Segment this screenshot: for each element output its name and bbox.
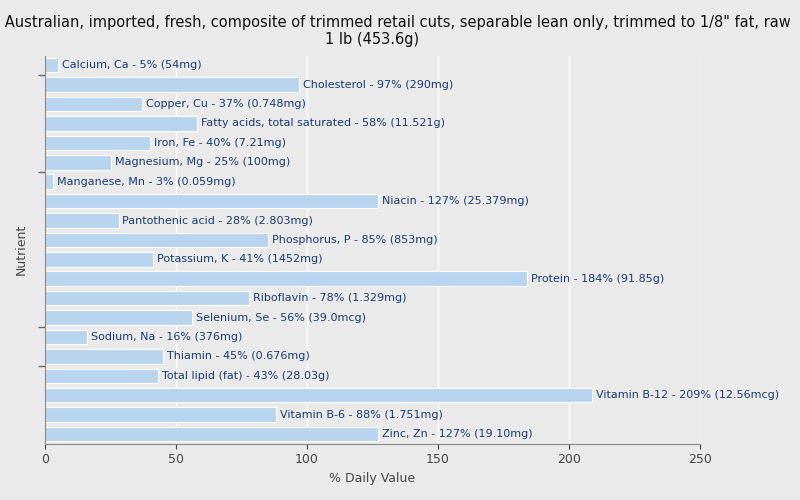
- Bar: [46, 388, 593, 402]
- Text: Vitamin B-6 - 88% (1.751mg): Vitamin B-6 - 88% (1.751mg): [279, 410, 442, 420]
- Bar: [46, 408, 276, 422]
- Text: Thiamin - 45% (0.676mg): Thiamin - 45% (0.676mg): [167, 352, 310, 362]
- Text: Niacin - 127% (25.379mg): Niacin - 127% (25.379mg): [382, 196, 529, 206]
- Text: Selenium, Se - 56% (39.0mcg): Selenium, Se - 56% (39.0mcg): [196, 312, 366, 322]
- Text: Protein - 184% (91.85g): Protein - 184% (91.85g): [531, 274, 664, 283]
- Text: Magnesium, Mg - 25% (100mg): Magnesium, Mg - 25% (100mg): [114, 158, 290, 168]
- Bar: [46, 213, 118, 228]
- Bar: [46, 136, 150, 150]
- Bar: [46, 116, 197, 130]
- Bar: [46, 310, 192, 325]
- Bar: [46, 272, 527, 286]
- Y-axis label: Nutrient: Nutrient: [15, 224, 28, 275]
- Bar: [46, 174, 53, 189]
- Text: Potassium, K - 41% (1452mg): Potassium, K - 41% (1452mg): [157, 254, 322, 264]
- Bar: [46, 252, 153, 266]
- Text: Riboflavin - 78% (1.329mg): Riboflavin - 78% (1.329mg): [254, 293, 407, 303]
- Bar: [46, 97, 142, 112]
- Bar: [46, 349, 163, 364]
- Bar: [46, 330, 87, 344]
- Text: Copper, Cu - 37% (0.748mg): Copper, Cu - 37% (0.748mg): [146, 99, 306, 109]
- Bar: [46, 78, 299, 92]
- Text: Calcium, Ca - 5% (54mg): Calcium, Ca - 5% (54mg): [62, 60, 202, 70]
- Text: Total lipid (fat) - 43% (28.03g): Total lipid (fat) - 43% (28.03g): [162, 371, 330, 381]
- Bar: [46, 58, 58, 72]
- Text: Iron, Fe - 40% (7.21mg): Iron, Fe - 40% (7.21mg): [154, 138, 286, 148]
- Text: Zinc, Zn - 127% (19.10mg): Zinc, Zn - 127% (19.10mg): [382, 429, 532, 439]
- Text: Pantothenic acid - 28% (2.803mg): Pantothenic acid - 28% (2.803mg): [122, 216, 314, 226]
- X-axis label: % Daily Value: % Daily Value: [330, 472, 415, 485]
- Title: Lamb, Australian, imported, fresh, composite of trimmed retail cuts, separable l: Lamb, Australian, imported, fresh, compo…: [0, 15, 790, 48]
- Bar: [46, 291, 250, 306]
- Text: Cholesterol - 97% (290mg): Cholesterol - 97% (290mg): [303, 80, 454, 90]
- Text: Manganese, Mn - 3% (0.059mg): Manganese, Mn - 3% (0.059mg): [57, 176, 236, 186]
- Bar: [46, 426, 378, 442]
- Bar: [46, 194, 378, 208]
- Bar: [46, 368, 158, 383]
- Text: Phosphorus, P - 85% (853mg): Phosphorus, P - 85% (853mg): [272, 235, 438, 245]
- Text: Sodium, Na - 16% (376mg): Sodium, Na - 16% (376mg): [91, 332, 242, 342]
- Text: Fatty acids, total saturated - 58% (11.521g): Fatty acids, total saturated - 58% (11.5…: [201, 118, 445, 128]
- Bar: [46, 232, 268, 247]
- Text: Vitamin B-12 - 209% (12.56mcg): Vitamin B-12 - 209% (12.56mcg): [597, 390, 779, 400]
- Bar: [46, 155, 110, 170]
